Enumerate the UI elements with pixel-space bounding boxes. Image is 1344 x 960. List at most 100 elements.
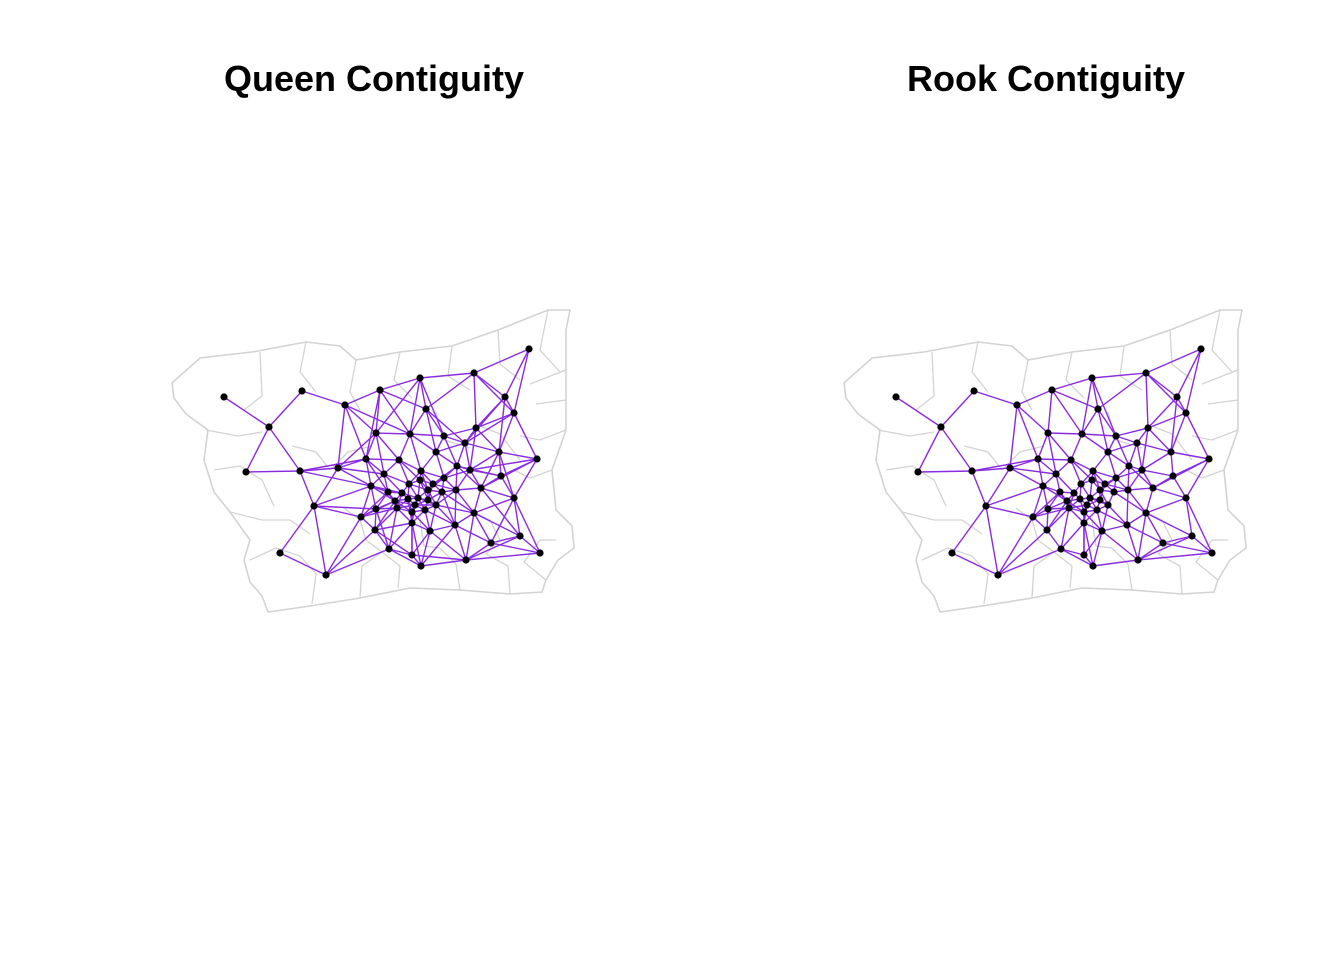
queen-neighbor-link	[469, 427, 477, 471]
queen-neighbor-link	[475, 427, 500, 453]
queen-neighbor-link	[409, 377, 421, 435]
queen-neighbor-link	[498, 451, 538, 460]
rook-centroid-node	[1182, 409, 1190, 417]
queen-centroid-node	[408, 519, 416, 527]
rook-centroid-node	[1052, 470, 1060, 478]
rook-district-boundary	[1021, 359, 1033, 411]
rook-centroid-node	[1083, 501, 1091, 509]
rook-neighbor-link	[1009, 458, 1039, 469]
rook-centroid-node	[1089, 562, 1097, 570]
queen-neighbor-link	[425, 408, 437, 453]
rook-centroid-node	[1104, 501, 1112, 509]
rook-neighbor-link	[1009, 404, 1018, 469]
queen-neighbor-link	[375, 508, 390, 550]
rook-neighbor-link	[1162, 535, 1193, 544]
queen-district-boundary	[539, 309, 561, 373]
queen-neighbor-link	[435, 442, 466, 453]
rook-neighbor-link	[997, 516, 1034, 576]
queen-centroid-node	[391, 497, 399, 505]
queen-district-boundary	[205, 429, 263, 437]
queen-centroid-node	[220, 393, 228, 401]
queen-district-boundary	[529, 369, 567, 385]
rook-centroid-node	[1124, 486, 1132, 494]
queen-centroid-node	[501, 393, 509, 401]
rook-district-boundary	[1201, 369, 1239, 385]
queen-neighbor-link	[480, 487, 521, 537]
queen-centroid-node	[424, 486, 432, 494]
queen-district-boundary	[479, 425, 521, 461]
queen-neighbor-link	[344, 404, 367, 460]
queen-neighbor-link	[411, 554, 467, 561]
rook-neighbor-link	[985, 505, 999, 576]
rook-centroid-node	[1149, 484, 1157, 492]
queen-neighbor-link	[443, 435, 458, 467]
rook-neighbor-link	[1092, 451, 1109, 472]
rook-neighbor-link	[1185, 458, 1210, 499]
rook-neighbor-link	[1104, 483, 1129, 491]
queen-centroid-node	[495, 448, 503, 456]
rook-neighbor-link	[1137, 535, 1193, 561]
queen-neighbor-link	[245, 426, 270, 473]
queen-neighbor-link	[498, 451, 502, 477]
rook-neighbor-link	[985, 505, 1034, 518]
queen-centroid-node	[477, 484, 485, 492]
queen-neighbor-link	[375, 377, 421, 434]
rook-neighbor-link	[1145, 372, 1178, 398]
queen-neighbor-link	[374, 507, 398, 531]
queen-neighbor-link	[498, 412, 515, 453]
rook-neighbor-link	[1107, 451, 1130, 467]
queen-neighbor-link	[398, 459, 421, 481]
queen-neighbor-link	[455, 469, 471, 491]
rook-centroid-node	[1088, 476, 1096, 484]
rook-centroid-node	[1048, 386, 1056, 394]
queen-neighbor-link	[374, 529, 413, 556]
rook-centroid-node	[1096, 486, 1104, 494]
rook-neighbor-link	[1047, 432, 1083, 435]
rook-neighbor-link	[1083, 530, 1103, 556]
rook-neighbor-link	[940, 390, 975, 428]
queen-neighbor-link	[375, 432, 411, 435]
queen-centroid-node	[417, 467, 425, 475]
queen-neighbor-link	[325, 529, 376, 576]
rook-centroid-node	[1167, 448, 1175, 456]
queen-neighbor-link	[325, 516, 362, 576]
queen-centroid-node	[372, 429, 380, 437]
rook-centroid-node	[1104, 448, 1112, 456]
queen-neighbor-link	[455, 487, 482, 491]
rook-centroid-node	[1182, 494, 1190, 502]
rook-neighbor-link	[951, 552, 999, 576]
rook-centroid-node	[1123, 521, 1131, 529]
rook-neighbor-link	[1145, 372, 1149, 429]
rook-centroid-node	[1080, 508, 1088, 516]
rook-centroid-node	[1173, 393, 1181, 401]
queen-centroid-node	[362, 455, 370, 463]
rook-map-panel	[843, 309, 1247, 613]
queen-neighbor-link	[398, 459, 410, 485]
queen-neighbor-link	[429, 504, 437, 532]
queen-neighbor-link	[223, 396, 270, 428]
rook-district-boundary	[1141, 509, 1173, 555]
queen-centroid-node	[421, 506, 429, 514]
queen-neighbor-link	[465, 542, 492, 561]
rook-neighbor-link	[1083, 522, 1094, 567]
rook-district-boundary	[1065, 351, 1085, 399]
queen-map-panel	[171, 309, 575, 613]
queen-neighbor-link	[365, 458, 385, 475]
queen-centroid-node	[487, 539, 495, 547]
rook-neighbor-link	[1070, 459, 1094, 472]
rook-neighbor-link	[1037, 458, 1057, 475]
rook-district-boundary	[1111, 547, 1133, 591]
queen-neighbor-link	[513, 497, 521, 537]
rook-district-boundary	[1157, 553, 1183, 595]
panel-title-rook: Rook Contiguity	[907, 58, 1185, 99]
queen-district-boundary	[299, 341, 317, 393]
rook-centroid-node	[1096, 496, 1104, 504]
rook-centroid-node	[1188, 532, 1196, 540]
queen-centroid-node	[298, 387, 306, 395]
queen-neighbor-link	[374, 529, 390, 550]
queen-district-boundary	[497, 329, 521, 381]
queen-neighbor-link	[365, 458, 389, 493]
queen-neighbor-link	[419, 377, 445, 437]
rook-centroid-node	[892, 393, 900, 401]
queen-neighbor-link	[337, 458, 367, 469]
